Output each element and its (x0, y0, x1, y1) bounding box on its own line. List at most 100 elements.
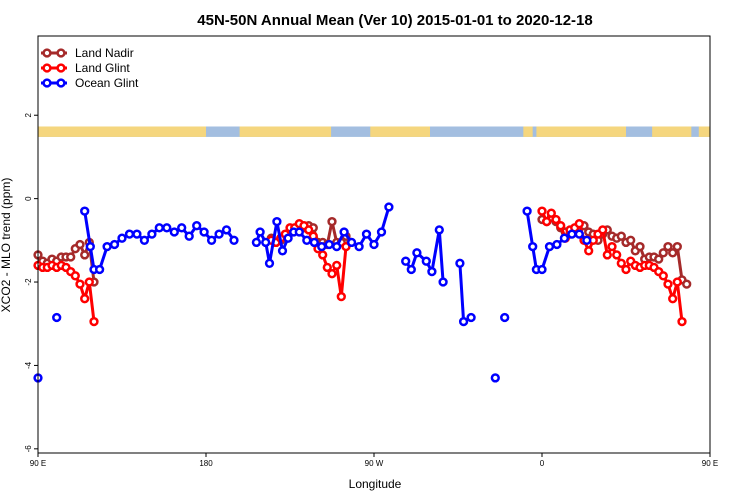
data-point-ocean-glint (332, 241, 342, 252)
data-point-land-glint (551, 214, 561, 225)
data-point-ocean-glint (354, 241, 364, 252)
data-point-ocean-glint (154, 223, 164, 233)
data-point-land-glint (602, 250, 612, 260)
data-point-land-glint (84, 277, 94, 287)
data-point-ocean-glint (490, 373, 500, 383)
data-point-ocean-glint (427, 266, 437, 277)
x-axis-label: Longitude (349, 477, 402, 491)
legend-item-ocean-glint: Ocean Glint (41, 76, 139, 90)
data-point-ocean-glint (458, 316, 469, 327)
y-tick-label: 2 (24, 112, 33, 117)
data-point-ocean-glint (206, 235, 217, 245)
data-point-land-glint (89, 316, 99, 327)
data-point-land-glint (663, 279, 673, 289)
data-point-ocean-glint (264, 258, 275, 268)
data-point-ocean-glint (412, 248, 422, 258)
y-axis-label: XCO2 - MLO trend (ppm) (0, 178, 13, 313)
y-axis: -6 -4 -2 0 2 (24, 112, 38, 452)
data-point-ocean-glint (192, 221, 202, 231)
data-point-land-glint (70, 271, 80, 281)
chart-title: 45N-50N Annual Mean (Ver 10) 2015-01-01 … (197, 12, 592, 29)
legend-marker (56, 63, 66, 73)
legend-marker (42, 48, 52, 58)
data-point-ocean-glint (294, 227, 304, 237)
data-point-land-nadir (672, 241, 682, 252)
data-point-land-glint (542, 216, 552, 227)
data-point-ocean-glint (221, 225, 232, 235)
data-point-land-glint (336, 291, 346, 302)
data-point-land-glint (584, 246, 594, 256)
data-point-ocean-glint (261, 237, 271, 248)
data-point-land-nadir (663, 241, 673, 252)
y-tick-label: -2 (24, 278, 33, 286)
data-point-ocean-glint (169, 227, 179, 237)
data-point-ocean-glint (85, 241, 95, 252)
data-point-ocean-glint (132, 229, 142, 239)
data-point-land-glint (658, 271, 668, 281)
data-point-ocean-glint (317, 241, 327, 252)
legend-label: Land Nadir (75, 46, 134, 60)
x-tick-label: 90 W (365, 459, 384, 468)
x-tick-label: 90 E (702, 459, 718, 468)
data-point-land-glint (616, 258, 626, 268)
data-point-ocean-glint (272, 216, 282, 227)
data-point-ocean-glint (376, 227, 387, 237)
data-point-land-glint (327, 269, 337, 279)
x-tick-label: 90 E (30, 459, 46, 468)
data-point-ocean-glint (324, 239, 334, 250)
data-point-ocean-glint (552, 239, 562, 250)
data-point-ocean-glint (434, 225, 444, 235)
data-point-ocean-glint (94, 264, 105, 275)
data-point-ocean-glint (184, 231, 194, 241)
land-segment (370, 126, 430, 137)
data-point-ocean-glint (309, 237, 319, 248)
data-point-land-glint (672, 277, 682, 287)
data-point-ocean-glint (109, 239, 120, 250)
x-axis: 90 E 180 90 W 0 90 E (30, 453, 718, 468)
data-point-ocean-glint (369, 239, 379, 250)
data-point-land-nadir (80, 250, 90, 260)
data-point-land-nadir (658, 248, 668, 258)
data-point-ocean-glint (537, 264, 547, 275)
data-point-ocean-glint (302, 235, 312, 245)
data-point-ocean-glint (455, 258, 465, 268)
data-point-ocean-glint (346, 237, 357, 248)
legend-marker (42, 78, 52, 88)
land-segment (698, 126, 710, 137)
data-point-ocean-glint (162, 223, 172, 233)
data-point-ocean-glint (384, 202, 394, 212)
data-point-land-glint (318, 250, 328, 260)
data-point-land-glint (668, 294, 678, 304)
data-point-land-nadir (75, 239, 85, 250)
y-tick-label: -6 (24, 445, 33, 453)
land-segment (536, 126, 626, 137)
legend-marker (42, 63, 52, 73)
data-point-ocean-glint (582, 235, 592, 245)
data-point-land-glint (598, 225, 608, 235)
data-point-ocean-glint (528, 241, 538, 252)
data-point-land-nadir (626, 235, 636, 245)
data-point-ocean-glint (438, 277, 448, 287)
data-point-ocean-glint (421, 256, 431, 266)
data-point-land-glint (574, 219, 584, 229)
data-point-land-nadir (66, 252, 76, 262)
data-point-land-glint (556, 221, 566, 231)
data-point-ocean-glint (52, 312, 62, 323)
data-point-land-glint (537, 206, 547, 216)
data-point-ocean-glint (199, 227, 209, 237)
data-point-ocean-glint (574, 229, 584, 239)
data-point-ocean-glint (567, 229, 577, 239)
data-point-land-glint (304, 225, 314, 235)
data-point-land-glint (332, 260, 342, 271)
data-point-land-nadir (635, 241, 645, 252)
land-segment (239, 126, 332, 137)
data-point-land-glint (322, 262, 332, 273)
data-point-land-glint (621, 264, 631, 275)
data-point-land-glint (677, 316, 687, 327)
data-point-land-glint (612, 250, 622, 260)
data-point-land-nadir (668, 248, 678, 258)
data-point-ocean-glint (544, 241, 555, 252)
